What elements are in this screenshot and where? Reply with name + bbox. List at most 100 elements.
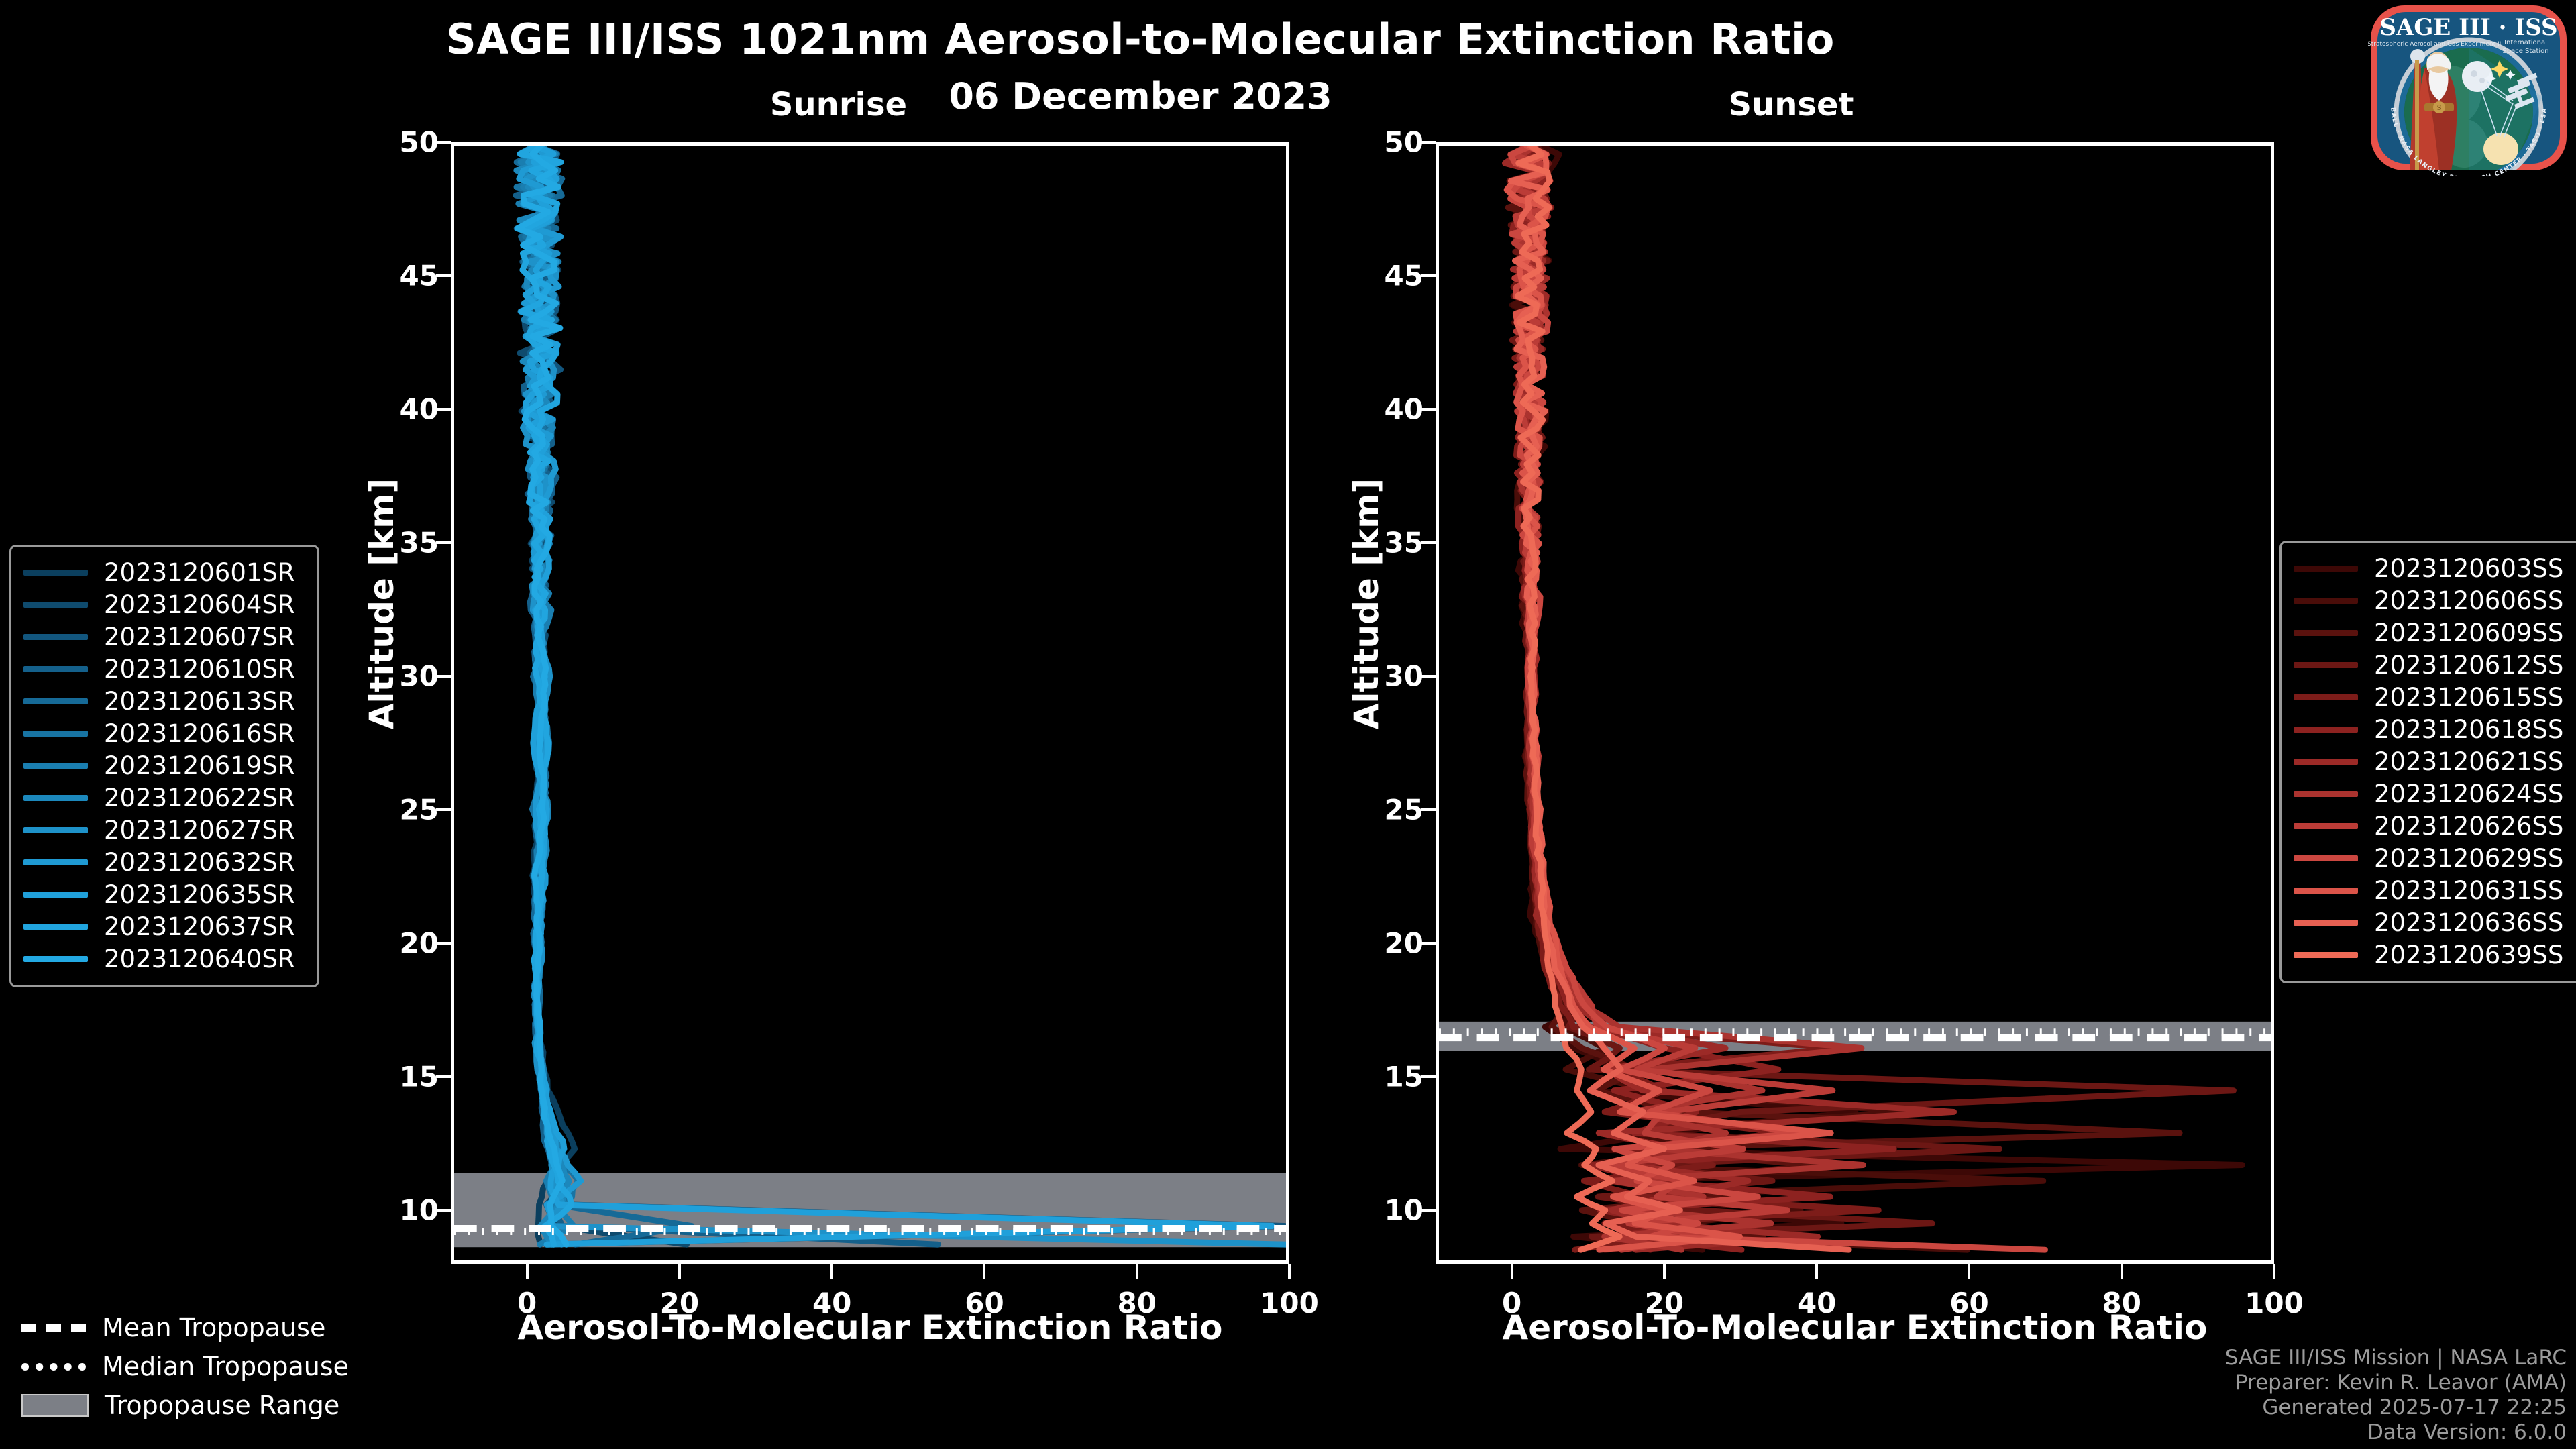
sunset-series-legend[interactable]: 2023120603SS 2023120606SS 2023120609SS 2023… [2279, 541, 2576, 983]
legend-color-swatch-icon [23, 955, 88, 962]
legend-item-sunrise[interactable]: 2023120610SR [23, 653, 305, 685]
sunset-x-tick-mark [1662, 1264, 1666, 1279]
legend-item-sunrise[interactable]: 2023120622SR [23, 782, 305, 814]
legend-label: 2023120627SR [104, 815, 295, 845]
legend-label: 2023120635SR [104, 879, 295, 909]
legend-item-sunset[interactable]: 2023120606SS [2294, 584, 2576, 616]
sunrise-x-tick-label: 80 [1117, 1287, 1157, 1320]
svg-text:S: S [2437, 105, 2442, 112]
legend-item-sunset[interactable]: 2023120624SS [2294, 777, 2576, 810]
legend-item-sunset[interactable]: 2023120636SS [2294, 906, 2576, 938]
legend-color-swatch-icon [23, 762, 88, 769]
profile-line [1514, 146, 1623, 1253]
legend-item-sunrise[interactable]: 2023120601SR [23, 556, 305, 588]
sunset-x-tick-label: 60 [1949, 1287, 1989, 1320]
footer-generated: Generated 2025-07-17 22:25 [2262, 1395, 2567, 1419]
legend-item-sunrise[interactable]: 2023120604SR [23, 588, 305, 621]
sunrise-y-tick-mark [436, 541, 451, 545]
sunrise-profile-chart [454, 146, 1286, 1248]
sunrise-x-tick-label: 60 [965, 1287, 1004, 1320]
legend-label: 2023120604SR [104, 590, 295, 619]
sunrise-y-tick-label: 20 [399, 926, 439, 960]
sunset-x-axis-label: Aerosol-To-Molecular Extinction Ratio [1502, 1308, 2208, 1347]
sunrise-y-tick-mark [436, 675, 451, 678]
sunset-y-tick-mark [1421, 541, 1436, 545]
legend-item-sunrise[interactable]: 2023120613SR [23, 685, 305, 717]
sunrise-series-legend[interactable]: 2023120601SR 2023120604SR 2023120607SR 2023… [9, 545, 319, 987]
sunset-x-tick-label: 100 [2245, 1287, 2304, 1320]
legend-item-sunrise[interactable]: 2023120640SR [23, 943, 305, 975]
legend-color-swatch-icon [23, 569, 88, 576]
sunrise-y-tick-label: 35 [399, 526, 439, 559]
sunset-y-tick-label: 40 [1384, 392, 1424, 426]
legend-label-mean-tropopause: Mean Tropopause [102, 1313, 326, 1342]
legend-color-swatch-icon [2294, 887, 2358, 894]
legend-color-swatch-icon [2294, 919, 2358, 926]
legend-item-sunrise[interactable]: 2023120637SR [23, 910, 305, 943]
legend-item-sunrise[interactable]: 2023120619SR [23, 749, 305, 782]
sunrise-x-tick-mark [678, 1264, 681, 1279]
legend-label: 2023120615SS [2374, 682, 2564, 712]
legend-item-sunset[interactable]: 2023120626SS [2294, 810, 2576, 842]
sunset-y-tick-label: 50 [1384, 125, 1424, 159]
legend-color-swatch-icon [2294, 565, 2358, 572]
legend-label: 2023120637SR [104, 912, 295, 941]
sunrise-x-tick-label: 0 [517, 1287, 537, 1320]
legend-item-sunset[interactable]: 2023120621SS [2294, 745, 2576, 777]
sunset-x-tick-label: 0 [1502, 1287, 1522, 1320]
sunrise-y-tick-mark [436, 408, 451, 411]
legend-item-sunset[interactable]: 2023120639SS [2294, 938, 2576, 971]
sunset-y-tick-label: 15 [1384, 1060, 1424, 1093]
legend-item-sunset[interactable]: 2023120612SS [2294, 649, 2576, 681]
legend-label: 2023120636SS [2374, 908, 2564, 937]
sunset-y-tick-mark [1421, 808, 1436, 812]
legend-color-swatch-icon [23, 859, 88, 865]
legend-label: 2023120618SS [2374, 714, 2564, 744]
legend-label-tropopause-range: Tropopause Range [105, 1391, 340, 1420]
sunset-y-tick-label: 35 [1384, 526, 1424, 559]
legend-item-sunset[interactable]: 2023120631SS [2294, 874, 2576, 906]
legend-item-sunrise[interactable]: 2023120627SR [23, 814, 305, 846]
sage-iii-iss-mission-patch-logo: S BALL · NASA LANGLEY RESEARCH CENTER · … [2368, 5, 2567, 176]
legend-label: 2023120607SR [104, 622, 295, 651]
page-title: SAGE III/ISS 1021nm Aerosol-to-Molecular… [446, 15, 1835, 64]
legend-item-sunset[interactable]: 2023120615SS [2294, 681, 2576, 713]
legend-item-sunrise[interactable]: 2023120607SR [23, 621, 305, 653]
sunset-x-tick-label: 80 [2102, 1287, 2141, 1320]
legend-item-sunset[interactable]: 2023120618SS [2294, 713, 2576, 745]
sunrise-plot-panel[interactable] [451, 142, 1289, 1264]
legend-label: 2023120639SS [2374, 940, 2564, 969]
legend-label: 2023120622SR [104, 783, 295, 812]
dotted-line-icon [21, 1362, 86, 1371]
legend-item-sunrise[interactable]: 2023120632SR [23, 846, 305, 878]
sunrise-y-tick-label: 45 [399, 259, 439, 292]
sunset-y-tick-mark [1421, 675, 1436, 678]
sunrise-x-tick-label: 100 [1260, 1287, 1319, 1320]
legend-color-swatch-icon [23, 891, 88, 898]
sunset-y-tick-label: 30 [1384, 659, 1424, 693]
legend-label: 2023120603SS [2374, 553, 2564, 583]
legend-color-swatch-icon [2294, 726, 2358, 733]
sunrise-y-tick-mark [436, 274, 451, 278]
sunrise-x-tick-label: 20 [659, 1287, 700, 1320]
legend-label: 2023120619SR [104, 751, 295, 780]
legend-label: 2023120626SS [2374, 811, 2564, 841]
legend-label: 2023120640SR [104, 944, 295, 973]
legend-item-sunrise[interactable]: 2023120616SR [23, 717, 305, 749]
sunset-y-tick-label: 45 [1384, 259, 1424, 292]
legend-color-swatch-icon [2294, 951, 2358, 958]
legend-label: 2023120606SS [2374, 586, 2564, 615]
legend-color-swatch-icon [2294, 822, 2358, 829]
legend-color-swatch-icon [23, 698, 88, 704]
sunset-y-tick-label: 20 [1384, 926, 1424, 960]
sunrise-x-tick-mark [1135, 1264, 1138, 1279]
legend-item-sunrise[interactable]: 2023120635SR [23, 878, 305, 910]
legend-label: 2023120613SR [104, 686, 295, 716]
legend-item-sunset[interactable]: 2023120629SS [2294, 842, 2576, 874]
legend-item-sunset[interactable]: 2023120603SS [2294, 552, 2576, 584]
logo-title: SAGE III · ISS [2379, 14, 2557, 41]
legend-item-sunset[interactable]: 2023120609SS [2294, 616, 2576, 649]
sunset-plot-panel[interactable] [1436, 142, 2274, 1264]
sunrise-y-tick-label: 10 [399, 1193, 439, 1227]
sunset-x-tick-label: 40 [1796, 1287, 1837, 1320]
